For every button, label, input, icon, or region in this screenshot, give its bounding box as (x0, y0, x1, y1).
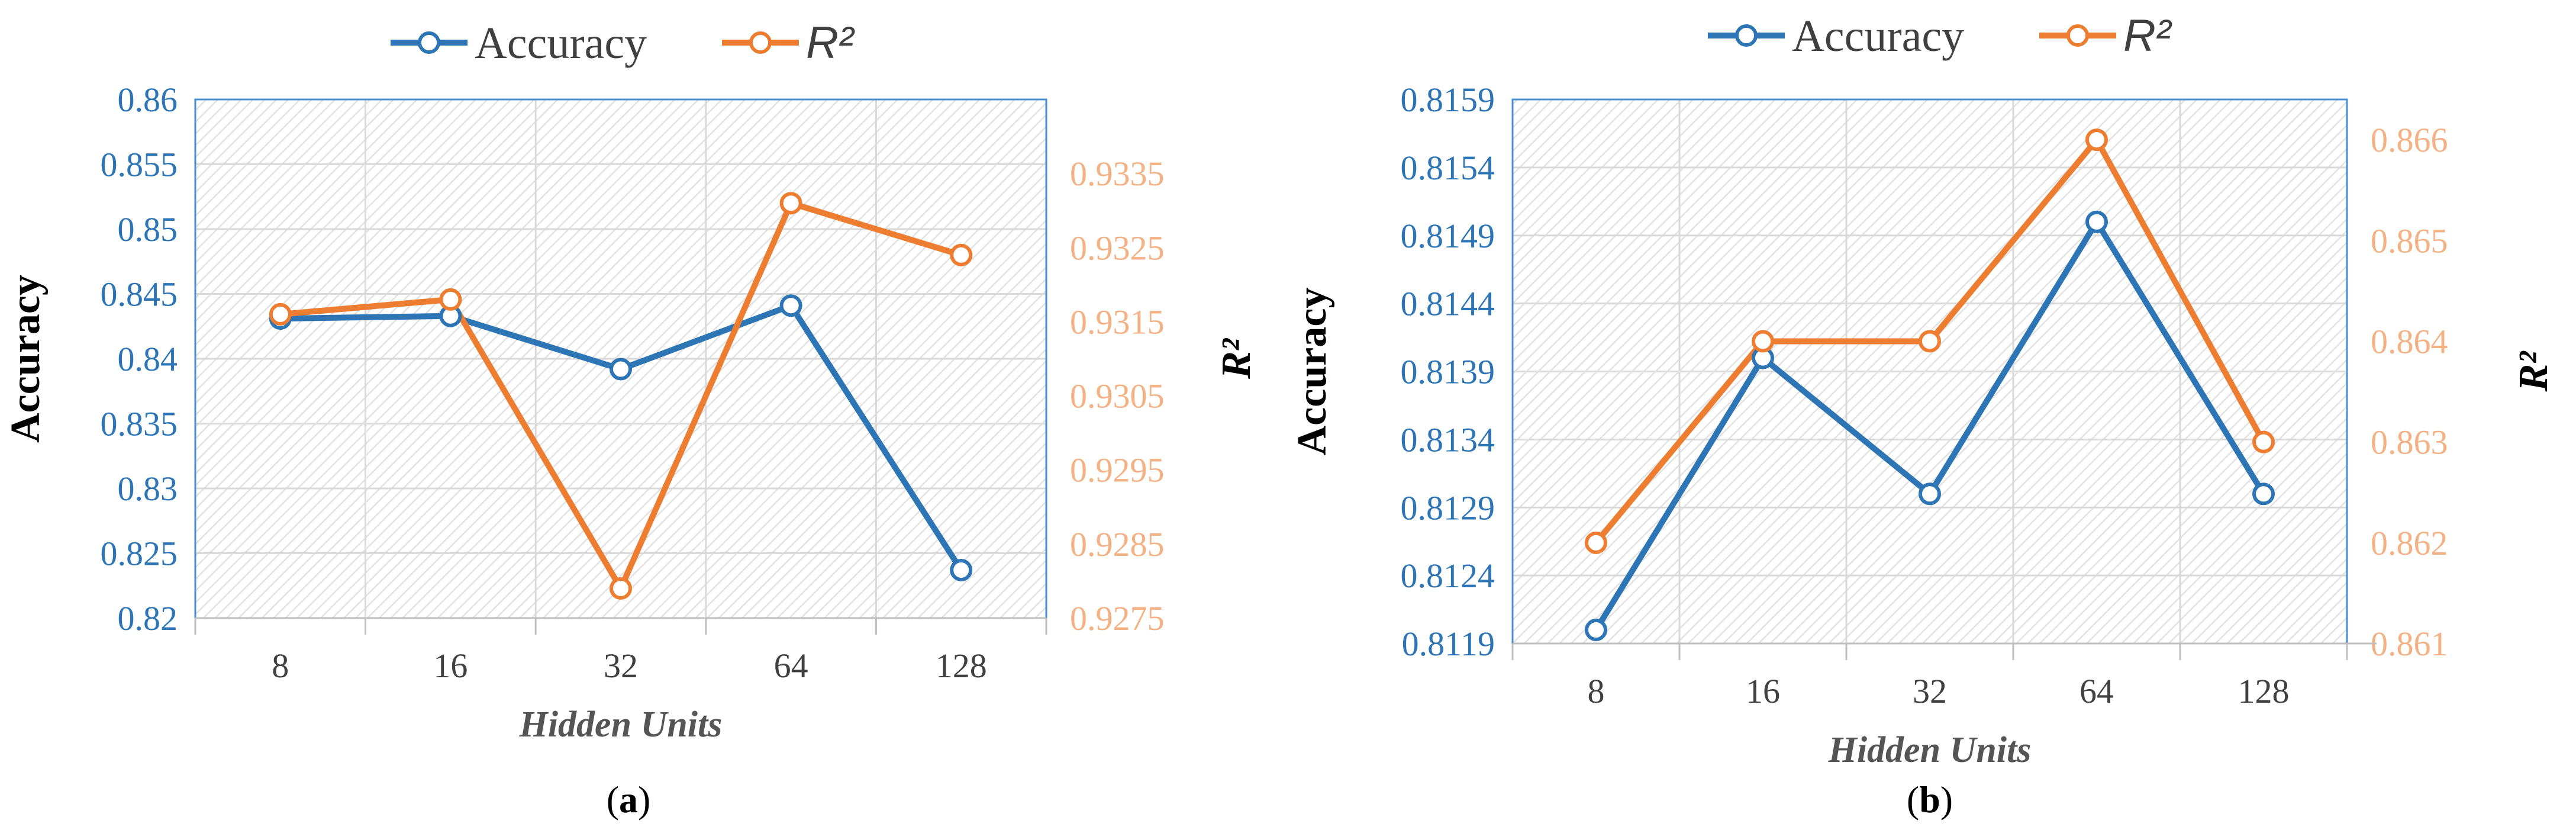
y-tick-label: 0.835 (101, 405, 178, 443)
x-axis-title: Hidden Units (519, 704, 723, 745)
x-tick-label: 128 (2238, 672, 2290, 710)
data-point-accuracy (2252, 482, 2275, 506)
y-tick-label: 0.845 (101, 275, 178, 314)
data-point-accuracy (1585, 619, 1607, 642)
data-point-accuracy (779, 294, 802, 317)
y2-tick-label: 0.862 (2371, 524, 2448, 562)
chart-b-svg: 0.8119 0.8124 0.8129 0.8134 0.8139 0.8144 0.81… (1289, 11, 2556, 821)
data-point-r2 (439, 288, 462, 311)
x-tick-label: 8 (272, 646, 289, 685)
data-point-r2 (2085, 128, 2108, 152)
y2-tick-label: 0.865 (2371, 221, 2448, 260)
legend-swatch-marker (2066, 24, 2089, 47)
legend-swatch-marker (418, 31, 440, 54)
x-tick-label: 16 (1746, 672, 1780, 710)
x-tick-label: 64 (2080, 672, 2114, 710)
y2-tick-label: 0.9335 (1070, 155, 1165, 193)
data-point-accuracy (1919, 482, 1941, 506)
y-tick-label: 0.8129 (1401, 488, 1495, 527)
legend-entry: R² (806, 18, 855, 68)
y-tick-label: 0.8154 (1401, 149, 1495, 187)
panel-caption: (a) (607, 778, 651, 821)
y-axis-title: Accuracy (3, 275, 49, 443)
x-tick-label: 64 (774, 646, 808, 685)
x-axis-title: Hidden Units (1828, 730, 2032, 770)
caption-open-paren: ( (1907, 778, 1919, 821)
y-tick-label: 0.84 (118, 340, 178, 378)
caption-letter: b (1919, 778, 1940, 821)
data-point-r2 (950, 243, 973, 266)
legend-swatch-marker (1735, 24, 1758, 47)
data-point-accuracy (2085, 210, 2108, 233)
y-tick-label: 0.8159 (1401, 81, 1495, 119)
caption-close-paren: ) (1940, 778, 1953, 821)
y2-tick-label: 0.9315 (1070, 303, 1165, 341)
data-point-r2 (269, 303, 292, 326)
y-tick-label: 0.8139 (1401, 353, 1495, 391)
legend-entry: R² (2123, 11, 2172, 61)
data-point-r2 (1585, 531, 1607, 554)
y-tick-label: 0.8144 (1401, 285, 1495, 323)
y-tick-label: 0.83 (118, 469, 178, 508)
x-tick-label: 16 (433, 646, 468, 685)
legend-swatch-marker (749, 31, 772, 54)
x-tick-label: 8 (1588, 672, 1605, 710)
chart-panel-b: 0.8119 0.8124 0.8129 0.8134 0.8139 0.8144 0.81… (1288, 0, 2575, 830)
y-tick-label: 0.855 (101, 146, 178, 184)
y-tick-label: 0.86 (118, 81, 178, 119)
y-tick-label: 0.82 (118, 599, 178, 638)
y-tick-label: 0.825 (101, 535, 178, 573)
data-point-r2 (610, 577, 632, 600)
y-tick-label: 0.85 (118, 210, 178, 249)
caption-open-paren: ( (607, 778, 619, 821)
y-tick-label: 0.8124 (1401, 556, 1495, 595)
y2-tick-label: 0.9285 (1070, 525, 1165, 564)
y2-tick-label: 0.863 (2371, 423, 2448, 462)
caption-letter: a (619, 778, 638, 821)
y2-tick-label: 0.9275 (1070, 599, 1165, 638)
y2-tick-label: 0.861 (2371, 625, 2448, 663)
data-point-r2 (779, 192, 802, 215)
data-point-accuracy (610, 358, 632, 381)
y2-tick-label: 0.9305 (1070, 377, 1165, 416)
x-tick-label: 32 (604, 646, 638, 685)
panel-caption: (b) (1907, 778, 1953, 821)
data-point-r2 (1752, 330, 1774, 353)
y-axis-title: Accuracy (1289, 288, 1335, 456)
data-point-r2 (2252, 430, 2275, 453)
y-tick-label: 0.8149 (1401, 217, 1495, 255)
y-tick-label: 0.8119 (1402, 625, 1495, 663)
y2-tick-label: 0.9295 (1070, 451, 1165, 490)
y2-tick-label: 0.9325 (1070, 229, 1165, 267)
legend-entry: Accuracy (1792, 11, 1964, 61)
y2-tick-label: 0.866 (2371, 121, 2448, 159)
chart-panel-a: 0.82 0.825 0.83 0.835 0.84 0.845 0.85 0.855 0.86… (3, 18, 1259, 821)
chart-a-svg: 0.82 0.825 0.83 0.835 0.84 0.845 0.85 0.855 0.86… (3, 18, 1259, 821)
y2-axis-title: R² (1214, 337, 1259, 379)
y2-axis-title: R² (2511, 350, 2556, 393)
caption-close-paren: ) (638, 778, 650, 821)
y2-tick-label: 0.864 (2371, 322, 2448, 361)
x-tick-label: 128 (936, 646, 987, 685)
data-point-accuracy (950, 558, 973, 581)
legend-entry: Accuracy (475, 18, 647, 68)
y-tick-label: 0.8134 (1401, 420, 1495, 459)
x-tick-label: 32 (1913, 672, 1947, 710)
data-point-r2 (1919, 330, 1941, 353)
